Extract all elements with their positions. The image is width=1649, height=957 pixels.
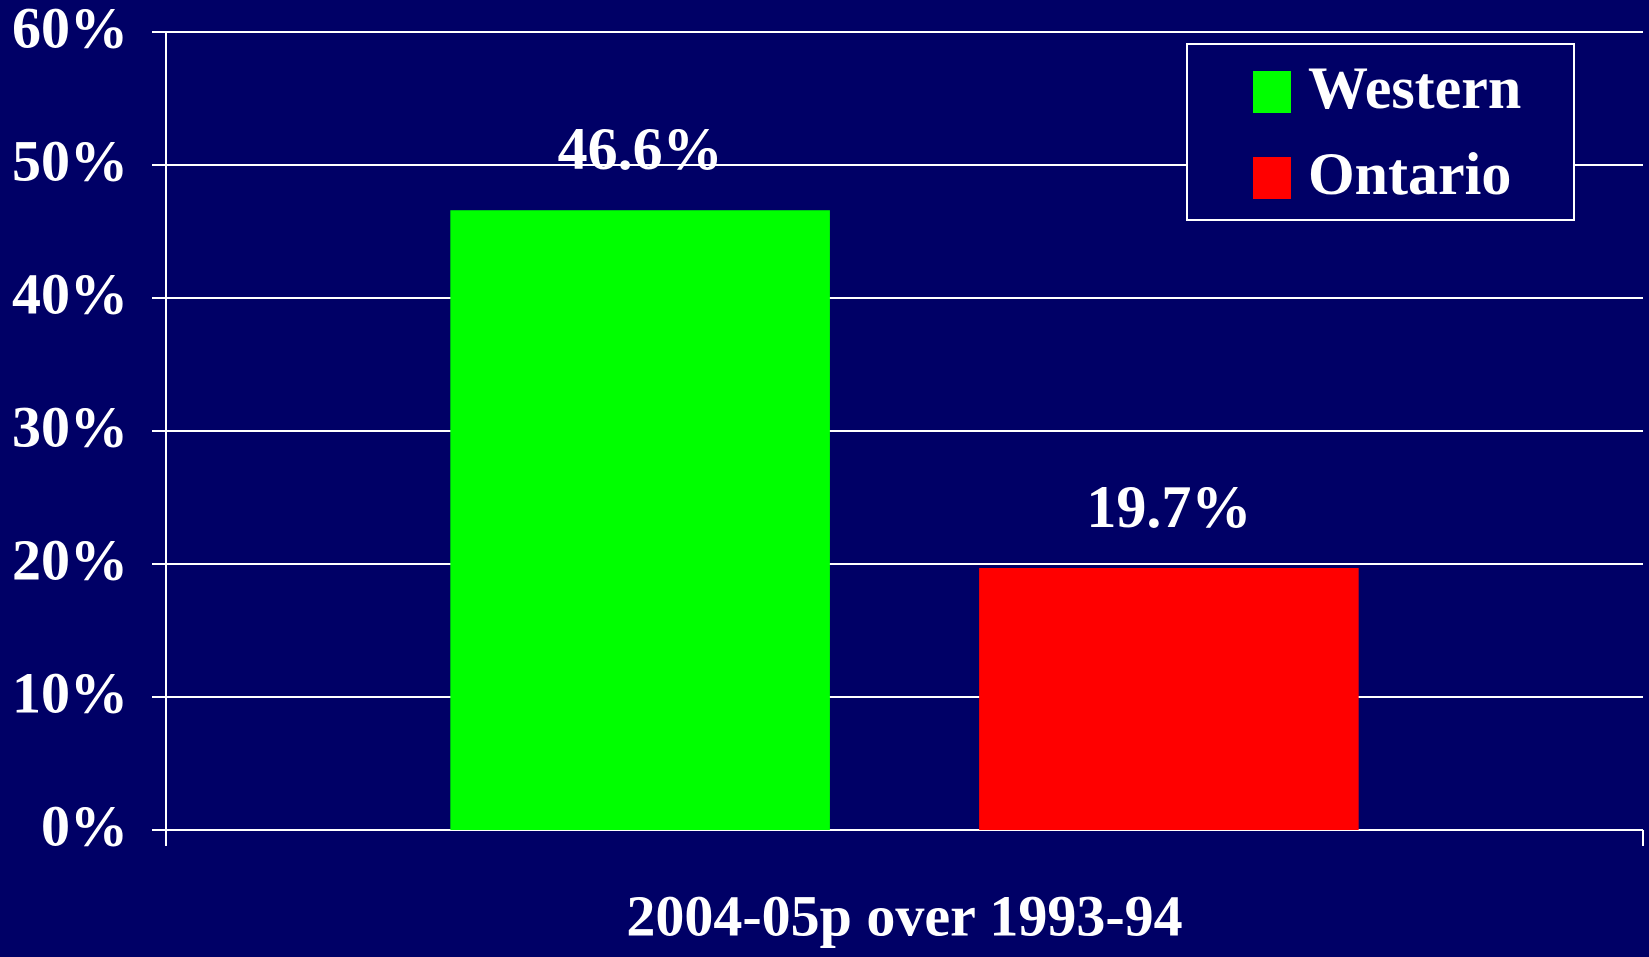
legend-box: [1186, 43, 1575, 221]
value-label: 46.6%: [558, 116, 723, 182]
legend-swatch: [1253, 71, 1291, 113]
bar: [979, 567, 1359, 830]
y-tick-label: 30%: [12, 394, 128, 459]
y-tick-label: 10%: [12, 660, 128, 725]
y-tick-label: 60%: [12, 0, 128, 60]
x-tick-label: 2004-05p over 1993-94: [626, 883, 1182, 948]
bar: [450, 210, 830, 831]
value-label: 19.7%: [1086, 474, 1251, 540]
legend-swatch: [1253, 157, 1291, 199]
y-tick-label: 50%: [12, 128, 128, 193]
legend-label: Western: [1308, 55, 1521, 121]
y-tick-label: 20%: [12, 527, 128, 592]
y-tick-label: 40%: [12, 261, 128, 326]
y-tick-label: 0%: [41, 793, 128, 858]
legend-label: Ontario: [1308, 141, 1511, 207]
